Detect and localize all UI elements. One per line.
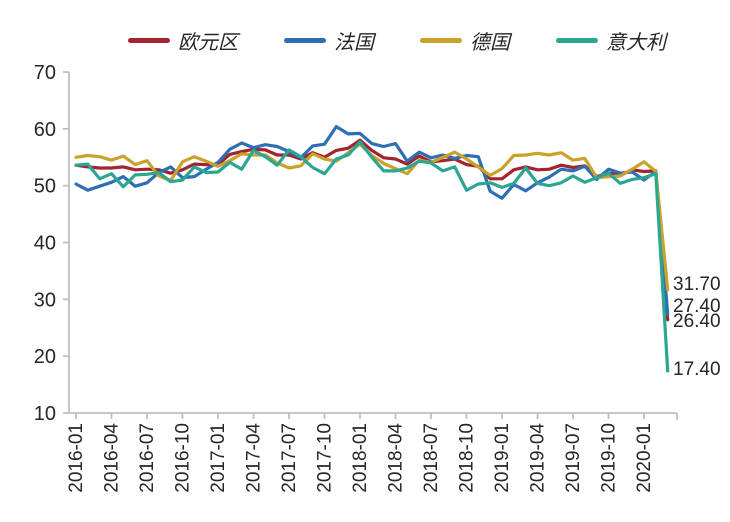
x-tick-label: 2016-01	[66, 423, 87, 493]
y-tick-label: 70	[34, 62, 56, 84]
end-value-label-italy: 17.40	[673, 359, 721, 380]
y-tick-label: 60	[34, 119, 56, 141]
y-tick-label: 40	[34, 233, 56, 255]
legend-swatch-eurozone	[128, 38, 170, 43]
x-tick-label: 2018-07	[421, 423, 442, 493]
legend-label-france: 法国	[334, 32, 374, 54]
x-tick-label: 2016-10	[173, 423, 194, 493]
series-lines	[74, 124, 670, 373]
x-tick-label: 2016-07	[137, 423, 158, 493]
legend-swatch-germany	[420, 38, 462, 43]
x-tick-label: 2020-01	[634, 423, 655, 493]
x-tick-label: 2019-10	[599, 423, 620, 493]
chart-legend: 欧元区 法国 德国 意大利	[0, 26, 730, 55]
x-tick-label: 2016-04	[102, 423, 123, 493]
x-tick-label: 2017-04	[244, 423, 265, 493]
legend-swatch-france	[284, 38, 326, 43]
y-tick-label: 20	[34, 346, 56, 368]
end-value-label-eurozone: 26.40	[673, 311, 721, 332]
x-tick-label: 2019-04	[528, 423, 549, 493]
x-tick-label: 2019-07	[563, 423, 584, 493]
end-value-label-france: 27.40	[673, 296, 721, 317]
x-tick-label: 2017-07	[279, 423, 300, 493]
y-tick-label: 10	[34, 403, 56, 425]
legend-item-eurozone: 欧元区	[128, 26, 238, 55]
legend-item-france: 法国	[284, 26, 374, 55]
end-value-label-germany: 31.70	[673, 274, 721, 295]
legend-item-germany: 德国	[420, 26, 510, 55]
series-line-italy	[74, 140, 670, 373]
legend-label-eurozone: 欧元区	[178, 32, 238, 54]
axes: 70 60 50 40 30 20 10 2016-01 2016-04 2016-07 2016-…	[34, 62, 678, 493]
x-tick-label: 2018-04	[386, 423, 407, 493]
y-tick-label: 30	[34, 289, 56, 311]
x-tick-label: 2018-01	[350, 423, 371, 493]
legend-swatch-italy	[556, 38, 598, 43]
legend-item-italy: 意大利	[556, 26, 666, 55]
y-tick-label: 50	[34, 176, 56, 198]
x-tick-label: 2017-01	[208, 423, 229, 493]
series-line-france	[74, 124, 670, 316]
legend-label-germany: 德国	[470, 32, 510, 54]
x-tick-label: 2018-10	[457, 423, 478, 493]
end-value-labels: 31.70 27.40 26.40 17.40	[673, 274, 721, 380]
x-tick-label: 2019-01	[492, 423, 513, 493]
legend-label-italy: 意大利	[606, 32, 666, 54]
x-tick-label: 2017-10	[315, 423, 336, 493]
